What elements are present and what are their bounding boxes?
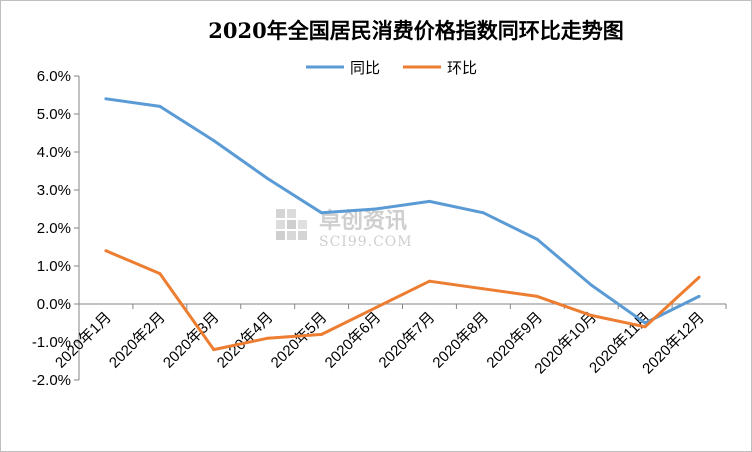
legend-label-2: 环比 (447, 59, 477, 77)
y-tick-label: 0.0% (37, 296, 71, 313)
series-1-point (374, 207, 378, 211)
series-2-point (589, 313, 593, 317)
series-2-point (374, 306, 378, 310)
y-tick-label: 1.0% (37, 258, 71, 275)
x-tick-label: 2020年7月 (376, 309, 439, 372)
y-tick-label: 4.0% (37, 144, 71, 161)
series-1-point (104, 97, 108, 101)
series-2-point (104, 249, 108, 253)
y-tick-label: 3.0% (37, 182, 71, 199)
series-1-point (697, 294, 701, 298)
series-2-point (427, 279, 431, 283)
watermark: 卓创资讯 SCI99.COM (276, 209, 413, 250)
watermark-sub-text: SCI99.COM (319, 234, 413, 250)
series-2-point (535, 294, 539, 298)
series-2-point (212, 348, 216, 352)
series-1-point (427, 199, 431, 203)
series-lines (104, 97, 701, 352)
y-tick-label: -1.0% (32, 334, 71, 351)
series-2-point (320, 332, 324, 336)
chart-title: 2020年全国居民消费价格指数同环比走势图 (208, 18, 623, 43)
series-1-point (643, 321, 647, 325)
series-2-point (481, 287, 485, 291)
series-1-point (481, 211, 485, 215)
series-1-point (320, 211, 324, 215)
y-tick-label: 6.0% (37, 68, 71, 85)
legend-label-1: 同比 (350, 59, 380, 77)
x-tick-label: 2020年4月 (214, 309, 277, 372)
series-1-point (535, 237, 539, 241)
series-1-point (266, 177, 270, 181)
series-2-point (266, 336, 270, 340)
series-1-point (158, 104, 162, 108)
x-tick-label: 2020年2月 (106, 309, 169, 372)
series-line-1 (104, 97, 701, 325)
series-2-point (697, 275, 701, 279)
x-tick-label: 2020年8月 (429, 309, 492, 372)
watermark-logo-icon (276, 209, 307, 240)
series-1-point (589, 283, 593, 287)
y-tick-label: -2.0% (32, 372, 71, 389)
x-tick-label: 2020年5月 (268, 309, 331, 372)
series-1-point (212, 139, 216, 143)
series-2-point (643, 325, 647, 329)
y-tick-label: 5.0% (37, 106, 71, 123)
legend: 同比 环比 (306, 59, 477, 77)
series-line-2 (104, 249, 701, 352)
y-tick-label: 2.0% (37, 220, 71, 237)
series-2-point (158, 272, 162, 276)
